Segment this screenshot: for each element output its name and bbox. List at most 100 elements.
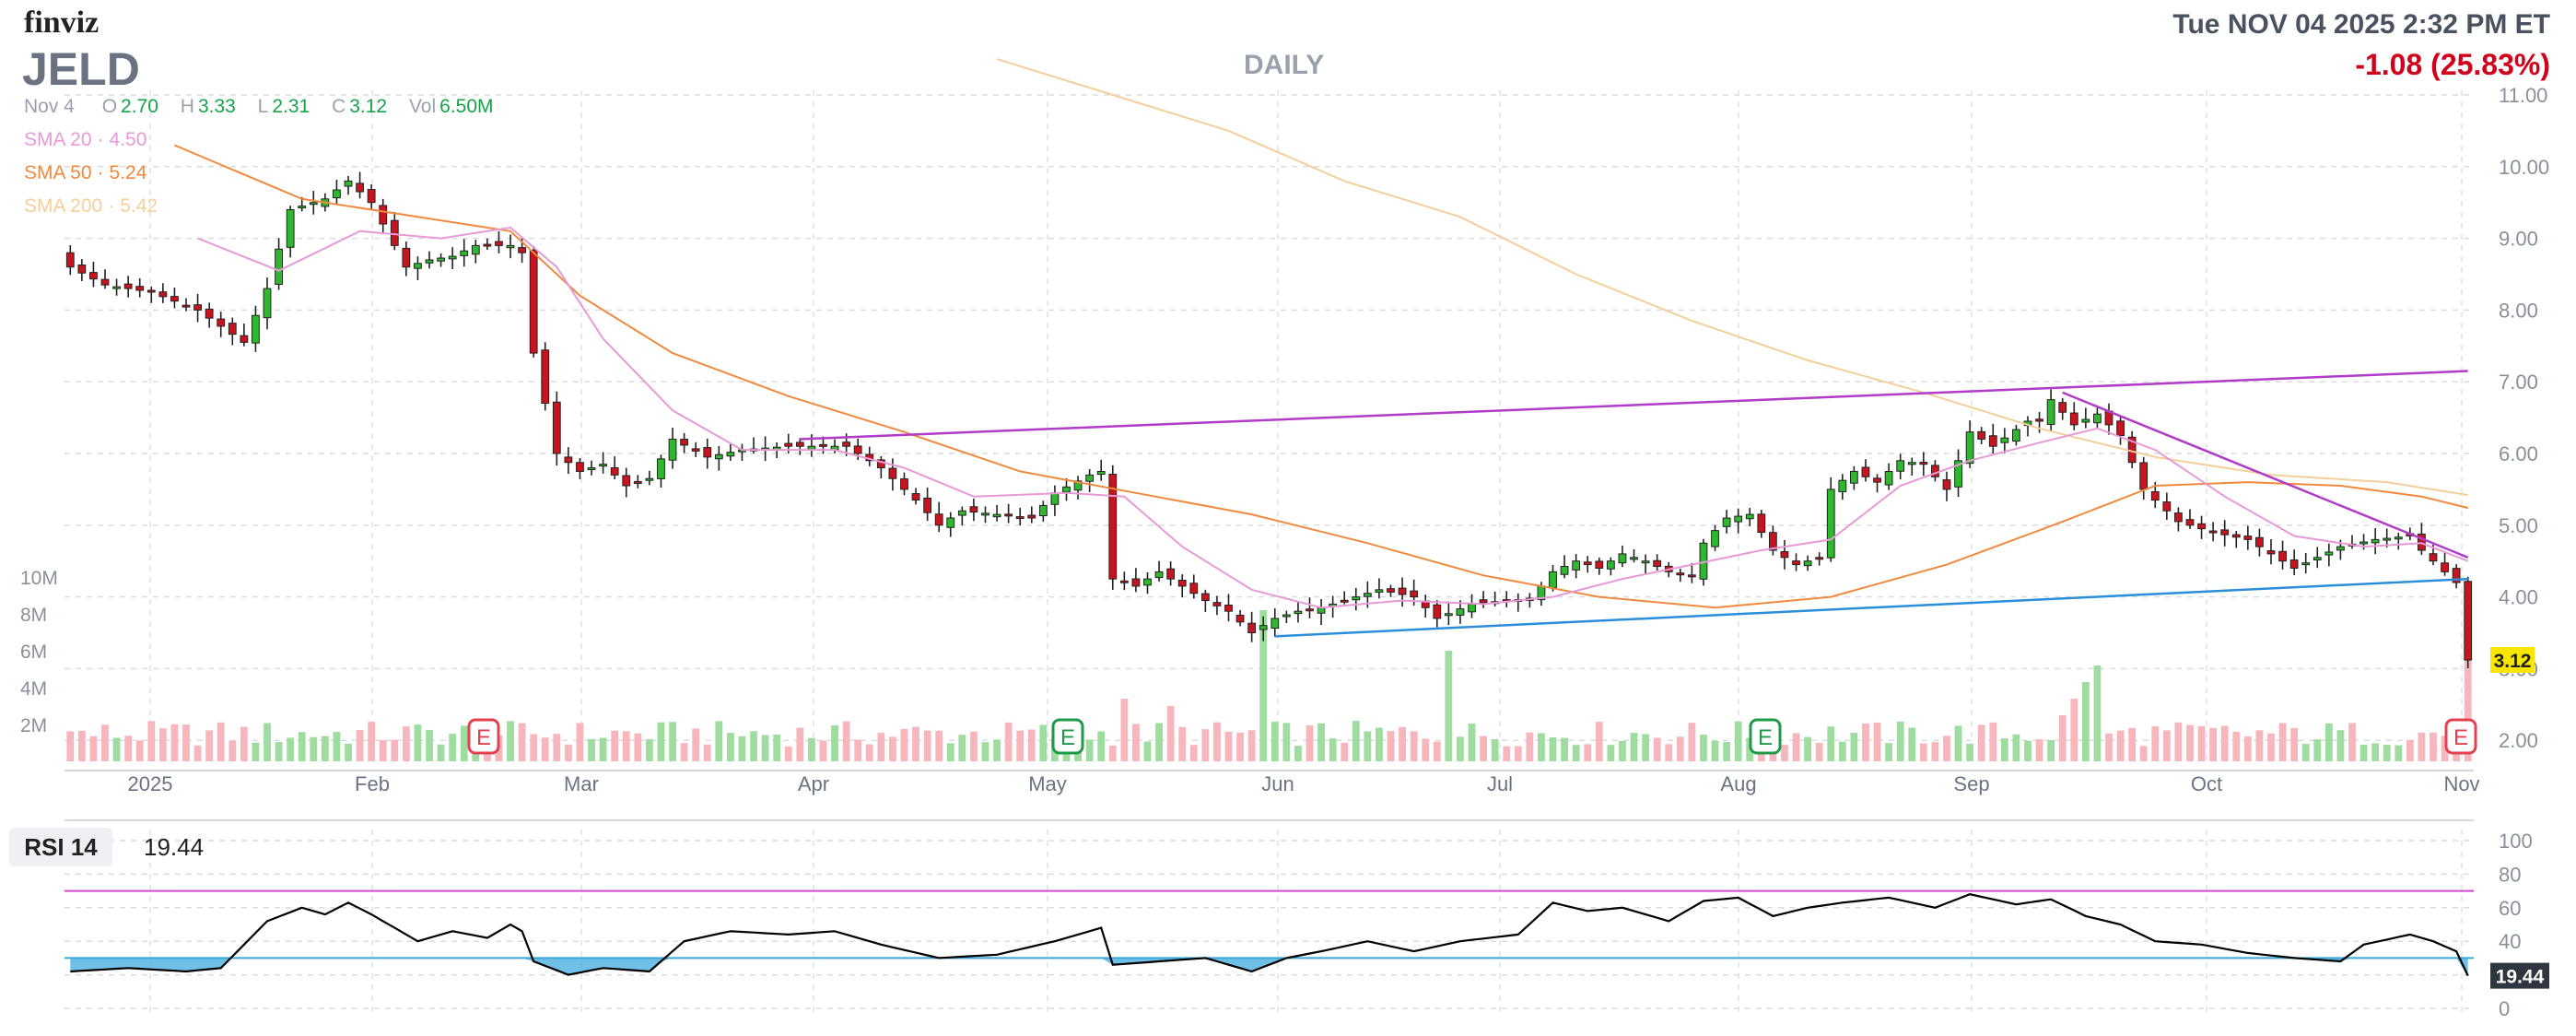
volume-bar — [1376, 727, 1383, 761]
volume-bar — [1468, 724, 1476, 761]
volume-bar — [564, 744, 572, 761]
volume-bar — [622, 731, 630, 761]
sma50-label: SMA 50 — [24, 162, 92, 183]
volume-bar — [379, 740, 387, 761]
volume-bar — [356, 730, 364, 761]
candle-body — [2289, 559, 2299, 569]
candle-body — [193, 304, 202, 311]
volume-bar — [298, 732, 306, 761]
candle-body — [1768, 532, 1777, 551]
candle-body — [1618, 553, 1627, 564]
volume-bar — [981, 742, 989, 761]
earnings-marker-label: E — [1758, 725, 1773, 750]
sma200-legend[interactable]: SMA 200 · 5.42 — [24, 195, 158, 217]
volume-bar — [865, 744, 873, 761]
candle-body — [1907, 462, 1916, 465]
volume-bar — [1108, 745, 1117, 761]
x-tick-label: Oct — [2191, 772, 2222, 795]
candle-body — [367, 189, 376, 204]
volume-bar — [1989, 722, 1997, 761]
trendline — [800, 370, 2468, 441]
price-tick-label: 7.00 — [2499, 371, 2538, 394]
rsi-tick-label: 100 — [2499, 830, 2533, 853]
candle-body — [2301, 562, 2311, 566]
candle-body — [1826, 489, 1835, 559]
candle-body — [1259, 625, 1268, 630]
candle-body — [2000, 437, 2009, 443]
trendline — [2062, 391, 2469, 559]
volume-bar — [1561, 737, 1568, 761]
candle-body — [205, 308, 214, 319]
volume-tick-label: 8M — [20, 605, 47, 626]
candle-body — [1861, 466, 1870, 477]
x-tick-label: Feb — [355, 772, 390, 795]
volume-bar — [2418, 732, 2426, 761]
candle-body — [1606, 560, 1615, 570]
candle-body — [2197, 523, 2206, 530]
sma50-legend[interactable]: SMA 50 · 5.24 — [24, 162, 147, 183]
sma50-value: 5.24 — [109, 162, 147, 183]
candle-body — [495, 241, 503, 246]
candle-body — [1375, 589, 1384, 593]
candle-body — [1062, 486, 1071, 493]
candles — [65, 171, 2473, 669]
volume-tick-label: 6M — [20, 642, 47, 663]
volume-bar — [217, 722, 225, 761]
volume-bar — [1711, 740, 1719, 761]
candle-body — [2313, 557, 2322, 561]
volume-bar — [1306, 725, 1314, 761]
candle-body — [2139, 462, 2149, 490]
volume-bar — [402, 726, 410, 761]
volume-bar — [634, 733, 642, 761]
volume-bar — [2093, 665, 2102, 761]
candle-body — [1294, 610, 1303, 615]
volume-bar — [518, 723, 526, 761]
candle-body — [100, 278, 110, 286]
volume-bar — [2186, 724, 2194, 761]
candle-body — [240, 335, 249, 343]
rsi-label[interactable]: RSI 14 — [9, 828, 112, 866]
volume-bar — [1977, 724, 1985, 761]
candle-body — [1641, 560, 1650, 564]
volume-value: 6.50M — [439, 96, 494, 117]
volume-bar — [588, 738, 595, 761]
candle-body — [1560, 566, 1569, 575]
earnings-marker: E — [2444, 718, 2477, 755]
candle-body — [1073, 480, 1083, 491]
volume-bar — [124, 736, 133, 761]
volume-bar — [1792, 733, 1800, 761]
volume-bar — [77, 730, 86, 761]
volume-bar — [1954, 725, 1962, 761]
volume-bar — [1850, 732, 1858, 761]
volume-bar — [541, 737, 549, 761]
candle-body — [217, 318, 226, 327]
finviz-logo[interactable]: finviz — [24, 6, 100, 40]
close-label: C — [332, 96, 346, 117]
candle-body — [65, 252, 75, 268]
candle-body — [1722, 517, 1731, 527]
candle-body — [2185, 519, 2195, 526]
candle-body — [1247, 622, 1257, 634]
rsi-tick-label: 0 — [2499, 997, 2510, 1020]
volume-bar — [147, 721, 156, 761]
volume-bar — [958, 735, 966, 761]
candle-body — [599, 464, 608, 467]
candle-body — [1363, 593, 1372, 597]
volume-tick-label: 10M — [20, 568, 58, 589]
volume-bar — [1734, 721, 1742, 761]
candle-body — [1676, 572, 1685, 576]
sma20-legend[interactable]: SMA 20 · 4.50 — [24, 129, 147, 150]
volume-bar — [193, 745, 202, 761]
volume-bar — [1143, 741, 1152, 761]
volume-bar — [1873, 722, 1881, 761]
volume-bar — [112, 737, 121, 761]
candle-body — [2266, 550, 2276, 555]
open-label: O — [101, 96, 118, 117]
volume-bar — [1630, 733, 1638, 761]
candle-body — [668, 438, 677, 461]
candle-body — [2208, 530, 2218, 534]
candle-body — [1572, 560, 1581, 571]
candle-body — [1884, 470, 1893, 486]
volume-bar — [935, 730, 943, 761]
